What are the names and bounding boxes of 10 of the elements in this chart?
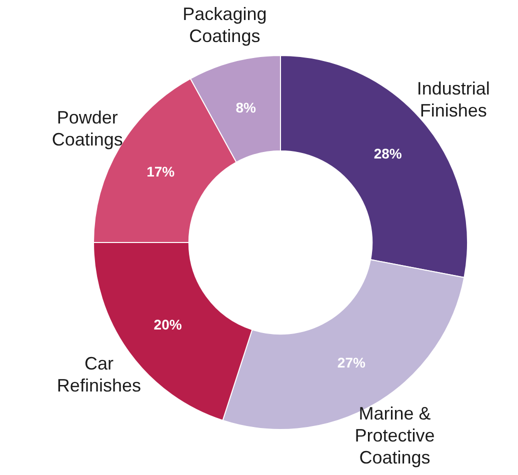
slice-label: Powder Coatings: [52, 107, 123, 150]
slice-label: Marine & Protective Coatings: [354, 404, 435, 468]
data-label: 20%: [154, 316, 182, 332]
data-label: 28%: [374, 146, 402, 162]
data-label: 17%: [146, 164, 176, 180]
data-label: 8%: [236, 100, 257, 116]
data-label: 27%: [337, 354, 366, 370]
slice-label: Industrial Finishes: [416, 78, 490, 120]
slice-label: Car Refinishes: [56, 353, 141, 396]
slice-label: Packaging Coatings: [182, 4, 267, 46]
